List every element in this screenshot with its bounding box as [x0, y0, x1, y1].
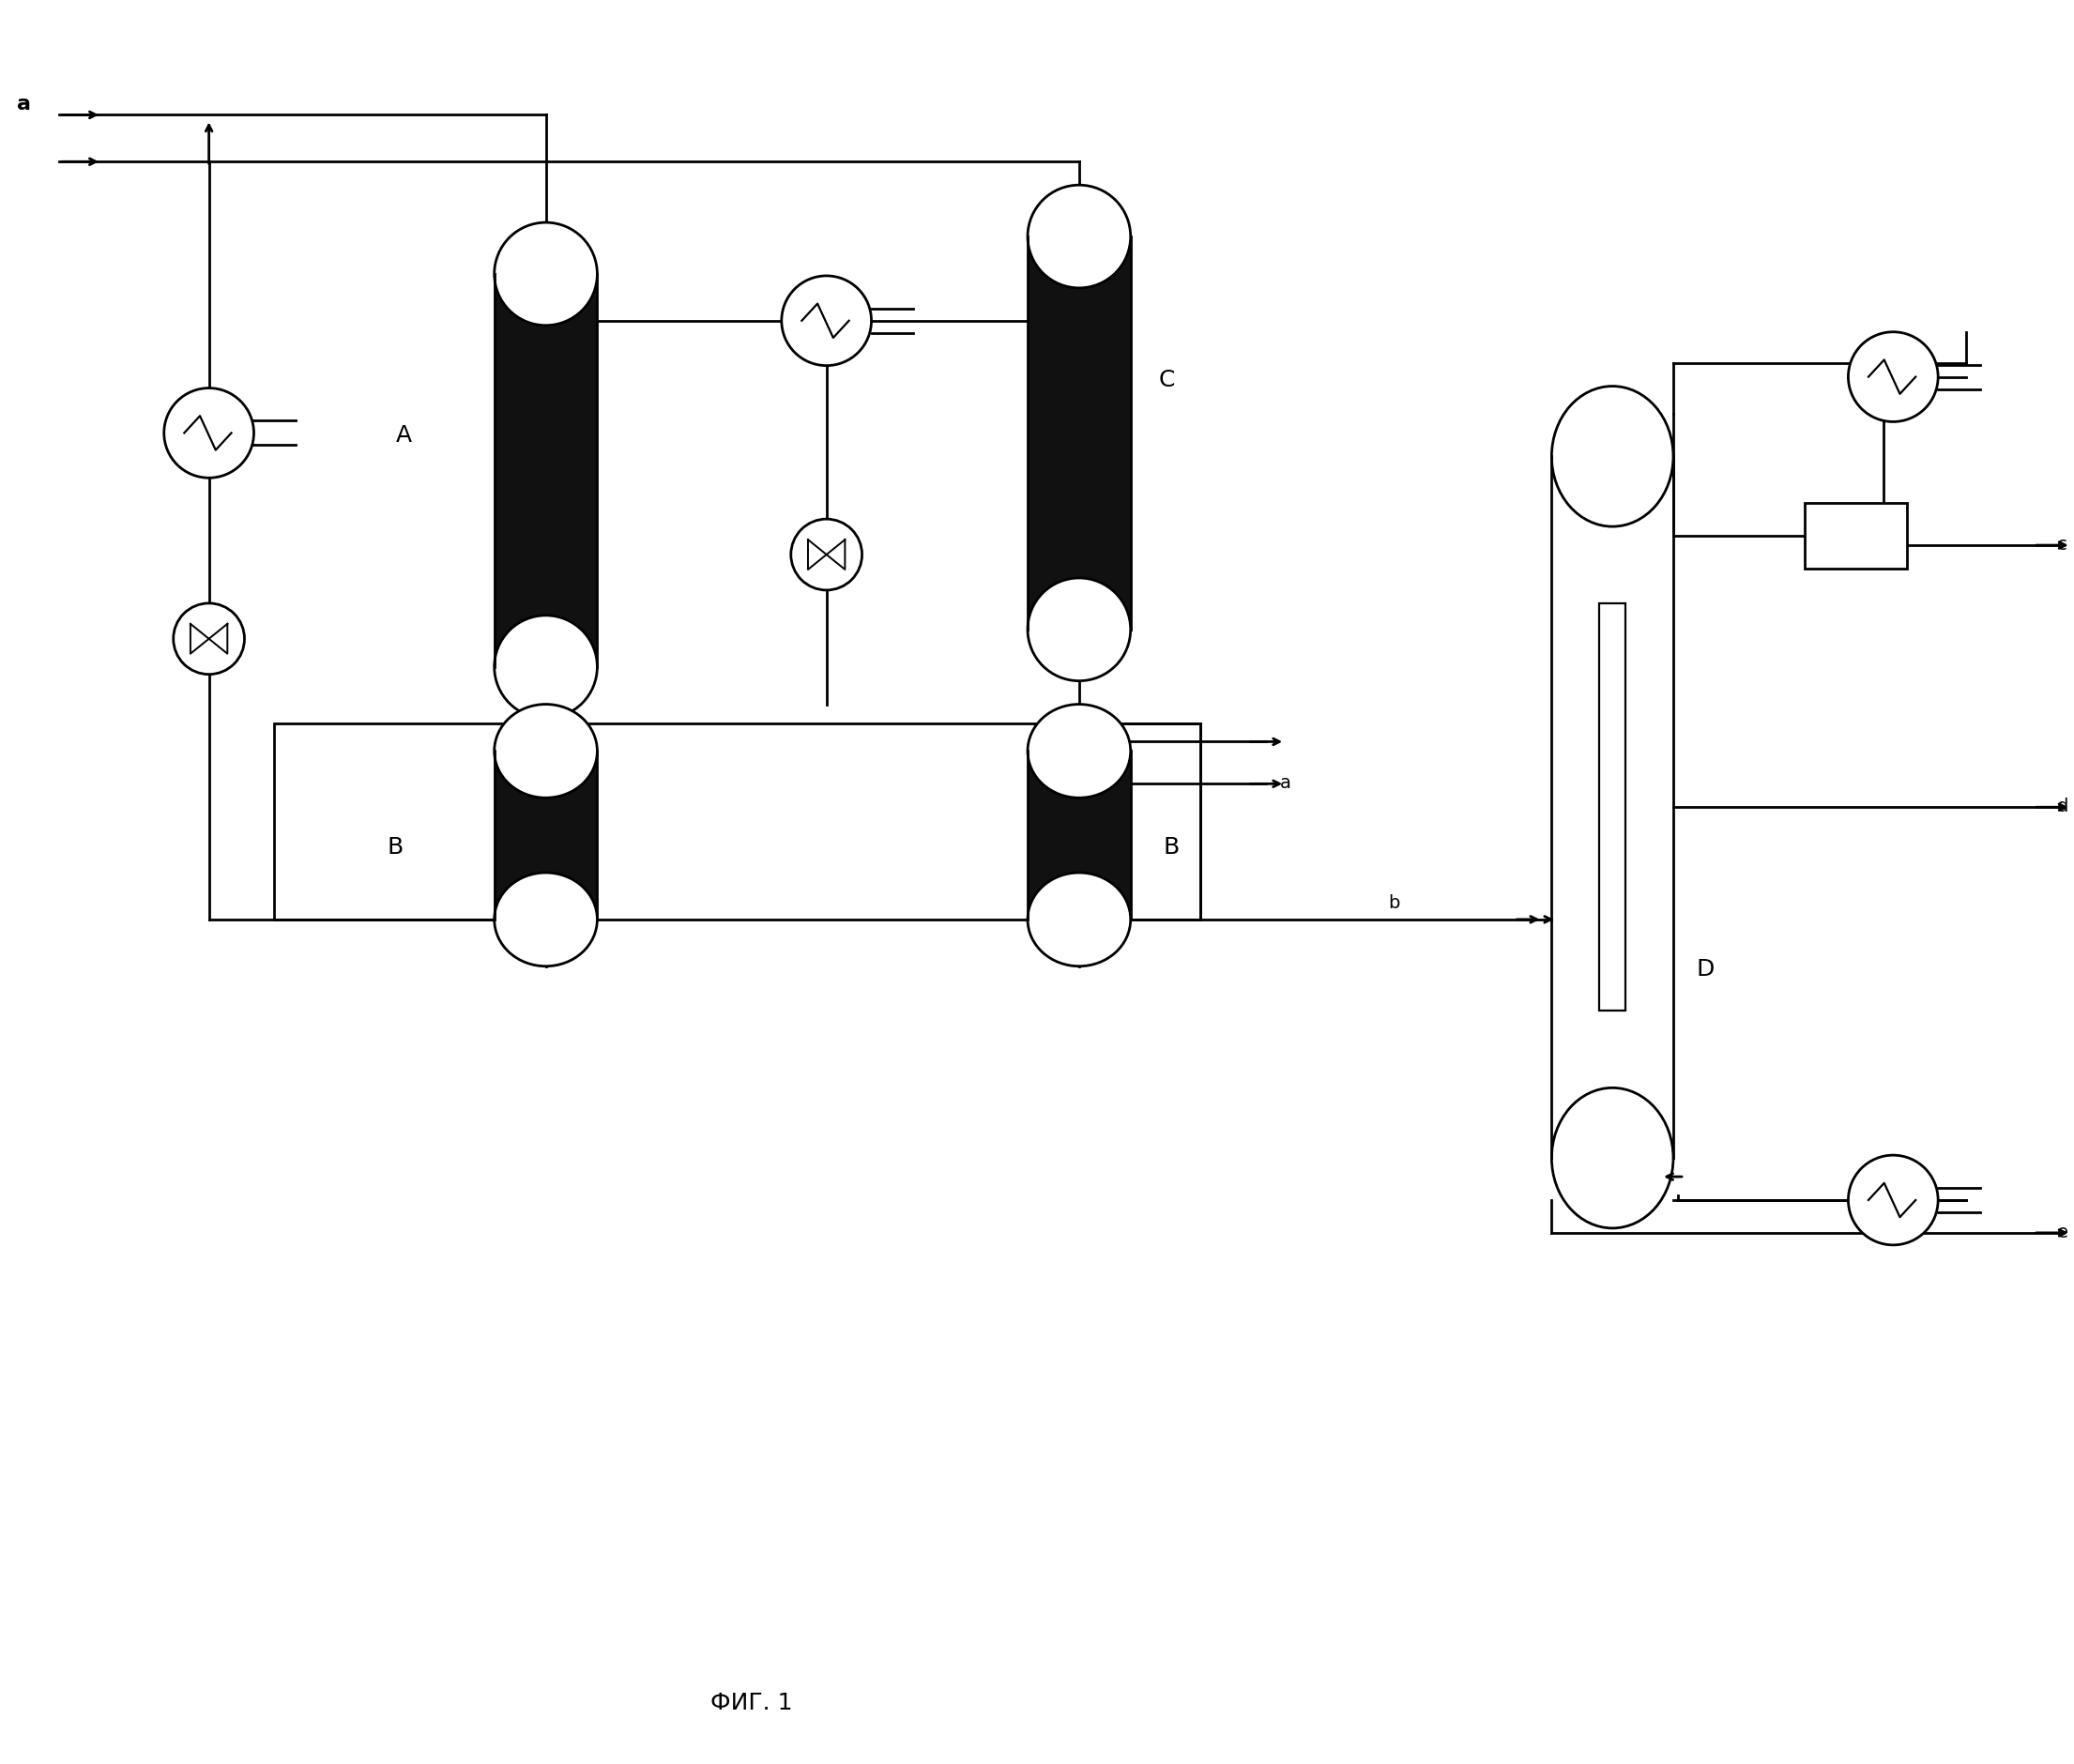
Circle shape — [790, 519, 863, 591]
Text: e: e — [2057, 1224, 2068, 1242]
Circle shape — [164, 388, 253, 478]
Circle shape — [782, 275, 871, 365]
Text: C: C — [1159, 369, 1176, 392]
Ellipse shape — [1027, 579, 1130, 681]
Text: D: D — [1697, 958, 1715, 981]
Bar — [274, 723, 1201, 919]
Ellipse shape — [1551, 1088, 1674, 1228]
Circle shape — [1848, 1155, 1937, 1245]
Text: b: b — [1388, 894, 1400, 912]
Bar — [494, 751, 597, 919]
Text: c: c — [2057, 536, 2068, 554]
Ellipse shape — [494, 616, 597, 718]
Text: a: a — [17, 95, 31, 115]
Ellipse shape — [494, 873, 597, 967]
Text: A: A — [396, 425, 413, 446]
Ellipse shape — [1027, 185, 1130, 288]
Text: d: d — [2057, 797, 2068, 815]
Bar — [1599, 603, 1626, 1011]
Text: B: B — [1164, 836, 1180, 859]
Text: a: a — [1280, 774, 1292, 792]
Text: B: B — [386, 836, 402, 859]
Ellipse shape — [1551, 386, 1674, 526]
Bar — [1804, 503, 1908, 568]
Bar — [494, 273, 597, 667]
Circle shape — [174, 603, 245, 674]
Text: ФИГ. 1: ФИГ. 1 — [711, 1692, 792, 1715]
Ellipse shape — [1027, 873, 1130, 967]
Ellipse shape — [494, 704, 597, 797]
Bar — [1027, 751, 1130, 919]
Circle shape — [1848, 332, 1937, 422]
Ellipse shape — [494, 222, 597, 325]
Ellipse shape — [1027, 704, 1130, 797]
Bar — [1027, 236, 1130, 630]
